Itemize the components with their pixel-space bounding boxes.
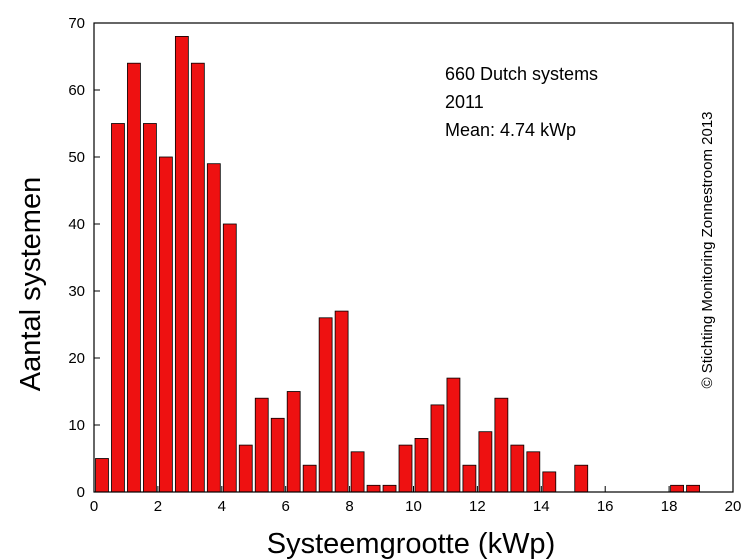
histogram-bar [574,464,589,493]
y-tick-label: 60 [68,82,85,99]
y-tick-label: 30 [68,283,85,300]
histogram-bar [510,444,525,493]
x-axis-title: Systeemgrootte (kWp) [267,528,555,560]
histogram-bar [111,123,125,493]
histogram-bar [95,458,109,493]
histogram-bar [190,62,205,493]
histogram-bar [382,484,397,493]
histogram-bar [430,404,445,493]
x-tick-label: 20 [725,498,742,515]
y-tick-label: 0 [77,484,85,501]
y-axis-ticks: 0 10 20 30 40 50 60 70 [68,15,100,501]
histogram-bar [686,484,700,493]
histogram-bar [462,464,477,493]
annotation-year: 2011 [445,92,484,112]
x-tick-label: 8 [345,498,353,515]
histogram-bar [158,156,173,493]
y-tick-label: 20 [68,350,85,367]
histogram-bar [398,444,413,493]
histogram-bar [174,36,189,493]
x-tick-label: 2 [154,498,162,515]
x-tick-label: 10 [405,498,422,515]
histogram-bar [542,471,557,493]
histogram-bar [318,317,333,493]
plot-frame [93,22,734,493]
x-tick-label: 12 [469,498,486,515]
x-tick-label: 18 [661,498,678,515]
x-tick-label: 6 [282,498,290,515]
annotation-systems: 660 Dutch systems [445,64,598,84]
histogram-bar [222,223,237,493]
histogram-bar [286,391,301,493]
y-tick-label: 40 [68,216,85,233]
histogram-bar [478,431,493,493]
annotation-mean: Mean: 4.74 kWp [445,120,576,140]
histogram-bar [254,397,269,493]
x-axis-ticks: 0 2 4 6 8 10 12 14 16 18 20 [90,486,742,515]
histogram-bar [670,484,684,493]
histogram-bar [526,451,541,493]
bars-group [95,36,700,493]
y-axis-title: Aantal systemen [15,177,47,391]
y-tick-label: 70 [68,15,85,32]
histogram-bar [494,397,509,493]
histogram-bar [127,62,141,493]
histogram-bar [414,437,429,493]
histogram-bar [302,464,317,493]
copyright-note: © Stichting Monitoring Zonnestroom 2013 [699,111,716,388]
x-tick-label: 14 [533,498,550,515]
histogram-bar [350,451,365,493]
histogram-bar [206,163,221,493]
x-tick-label: 0 [90,498,98,515]
histogram-bar [270,417,285,493]
histogram-bar [143,123,157,493]
histogram-bar [238,444,253,493]
x-tick-label: 4 [218,498,226,515]
y-tick-label: 10 [68,417,85,434]
y-tick-label: 50 [68,149,85,166]
histogram-bar [366,484,381,493]
histogram-bar [446,377,461,493]
x-tick-label: 16 [597,498,614,515]
histogram-bar [334,310,349,493]
